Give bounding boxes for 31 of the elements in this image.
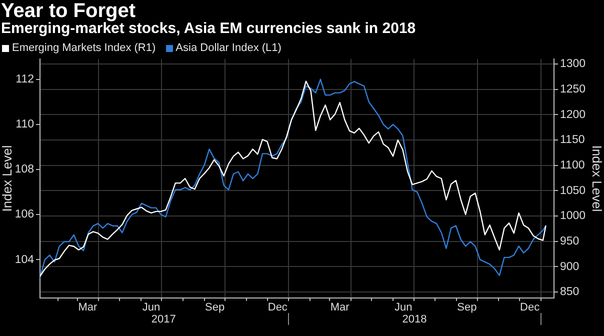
y2-tick-label: 950 <box>560 235 580 248</box>
x2-tick-label: 2017 <box>151 314 176 326</box>
y2-tick-label: 1300 <box>560 58 586 70</box>
x2-tick-label: 2018 <box>402 314 427 326</box>
legend-label: Emerging Markets Index (R1) <box>12 41 156 55</box>
x-tick-label: Jun <box>142 302 160 314</box>
y-axis-title: Index Level <box>0 145 14 212</box>
y2-tick-label: 1050 <box>560 184 586 197</box>
y2-tick-label: 1100 <box>560 160 585 172</box>
chart-subtitle: Emerging-market stocks, Asia EM currencies sank in 2018 <box>1 20 416 37</box>
x-tick-label: Dec <box>520 302 540 314</box>
legend-label: Asia Dollar Index (L1) <box>176 41 282 55</box>
y-tick-label: 108 <box>14 164 34 176</box>
y-tick-label: 110 <box>16 118 34 131</box>
y2-tick-label: 900 <box>560 260 580 273</box>
y-tick-label: 104 <box>14 254 35 266</box>
y2-tick-label: 1000 <box>560 210 586 222</box>
y2-tick-label: 1150 <box>560 134 585 146</box>
y-tick-label: 106 <box>14 208 34 221</box>
chart-title: Year to Forget <box>1 0 136 22</box>
y2-axis-title: Index Level <box>590 145 604 212</box>
x-tick-label: Jun <box>394 302 412 314</box>
x-tick-label: Sep <box>205 302 225 314</box>
x-tick-label: Mar <box>330 302 350 314</box>
x-tick-label: Mar <box>78 302 98 314</box>
x-tick-label: Dec <box>268 302 288 314</box>
y2-tick-label: 1200 <box>560 108 586 121</box>
y2-tick-label: 1250 <box>560 84 586 96</box>
x-tick-label: Sep <box>457 302 477 314</box>
y-tick-label: 112 <box>16 73 34 86</box>
y2-tick-label: 850 <box>560 286 580 298</box>
